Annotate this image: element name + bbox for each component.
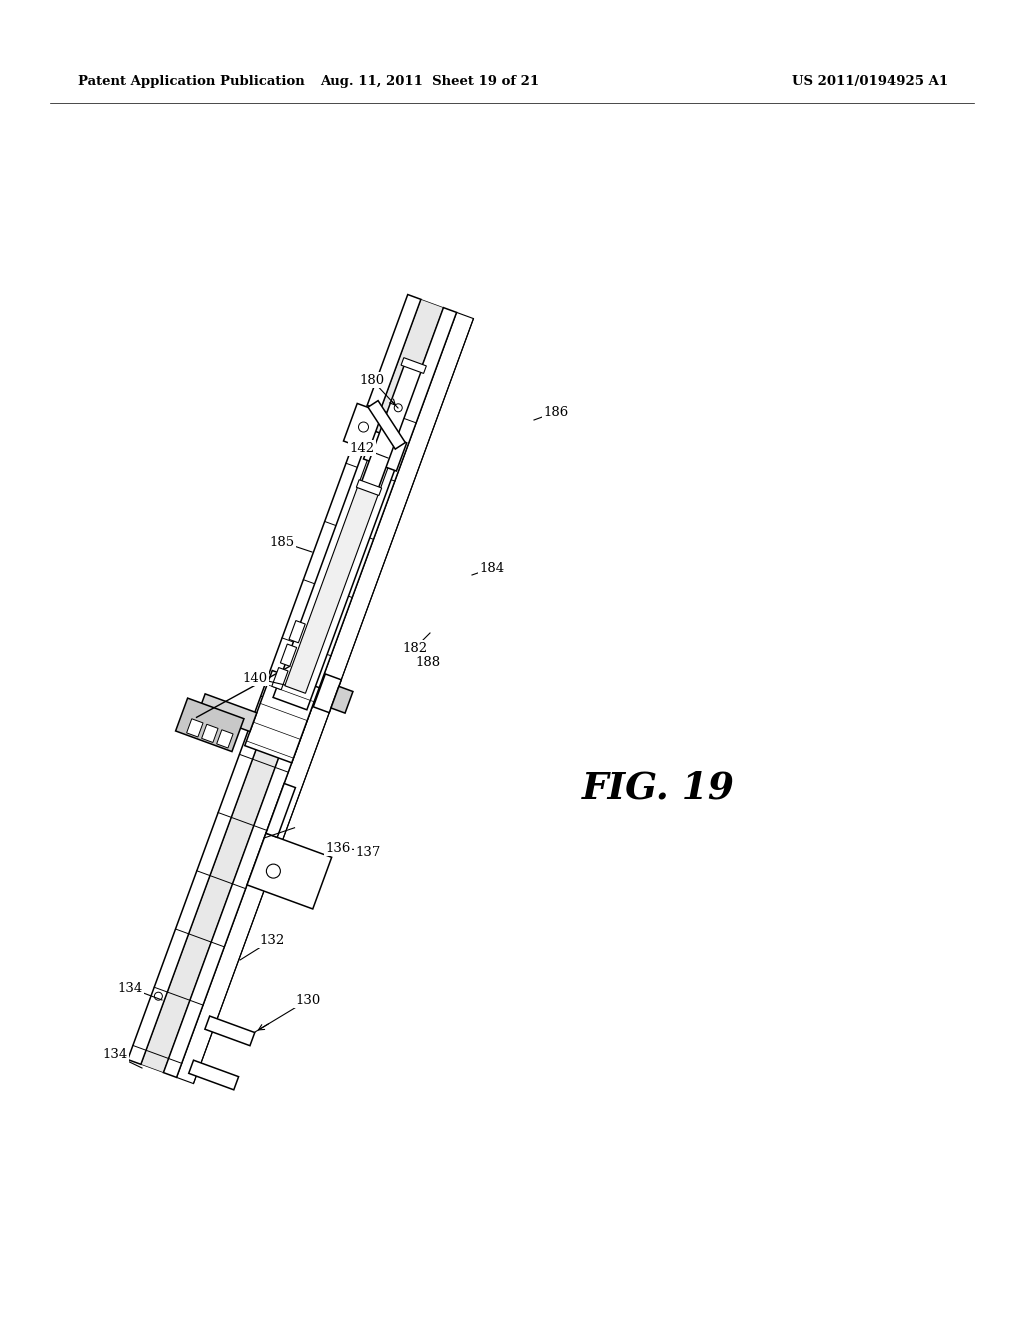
Text: 134: 134 xyxy=(102,1048,128,1061)
Text: 136: 136 xyxy=(326,842,350,854)
Text: 185: 185 xyxy=(269,536,295,549)
Text: FIG. 19: FIG. 19 xyxy=(582,770,734,807)
Polygon shape xyxy=(266,784,296,837)
Polygon shape xyxy=(289,620,305,643)
Polygon shape xyxy=(281,644,297,667)
Text: 132: 132 xyxy=(259,933,285,946)
Polygon shape xyxy=(164,308,457,1077)
Polygon shape xyxy=(176,313,473,1084)
Text: 182: 182 xyxy=(402,642,428,655)
Polygon shape xyxy=(205,1016,255,1045)
Polygon shape xyxy=(199,694,257,731)
Text: 188: 188 xyxy=(416,656,440,669)
Polygon shape xyxy=(343,404,383,450)
Polygon shape xyxy=(368,401,406,449)
Text: 130: 130 xyxy=(295,994,321,1006)
Polygon shape xyxy=(128,294,421,1064)
Text: US 2011/0194925 A1: US 2011/0194925 A1 xyxy=(792,75,948,88)
Polygon shape xyxy=(188,1060,239,1090)
Polygon shape xyxy=(313,675,341,713)
Text: Aug. 11, 2011  Sheet 19 of 21: Aug. 11, 2011 Sheet 19 of 21 xyxy=(321,75,540,88)
Text: 140: 140 xyxy=(243,672,267,685)
Polygon shape xyxy=(273,434,403,710)
Text: 180: 180 xyxy=(359,374,385,387)
Polygon shape xyxy=(401,358,426,374)
Polygon shape xyxy=(285,442,395,693)
Polygon shape xyxy=(186,719,203,737)
Text: Patent Application Publication: Patent Application Publication xyxy=(78,75,305,88)
Polygon shape xyxy=(202,725,218,742)
Text: 137: 137 xyxy=(355,846,381,858)
Text: 134: 134 xyxy=(118,982,142,994)
Polygon shape xyxy=(141,300,443,1073)
Polygon shape xyxy=(247,833,332,909)
Text: 184: 184 xyxy=(479,561,505,574)
Polygon shape xyxy=(364,430,407,471)
Polygon shape xyxy=(331,686,353,713)
Polygon shape xyxy=(360,363,422,491)
Polygon shape xyxy=(175,698,244,751)
Polygon shape xyxy=(245,671,319,763)
Text: 142: 142 xyxy=(349,441,375,454)
Polygon shape xyxy=(217,730,233,748)
Text: 186: 186 xyxy=(544,405,568,418)
Polygon shape xyxy=(356,479,382,495)
Polygon shape xyxy=(271,668,288,690)
